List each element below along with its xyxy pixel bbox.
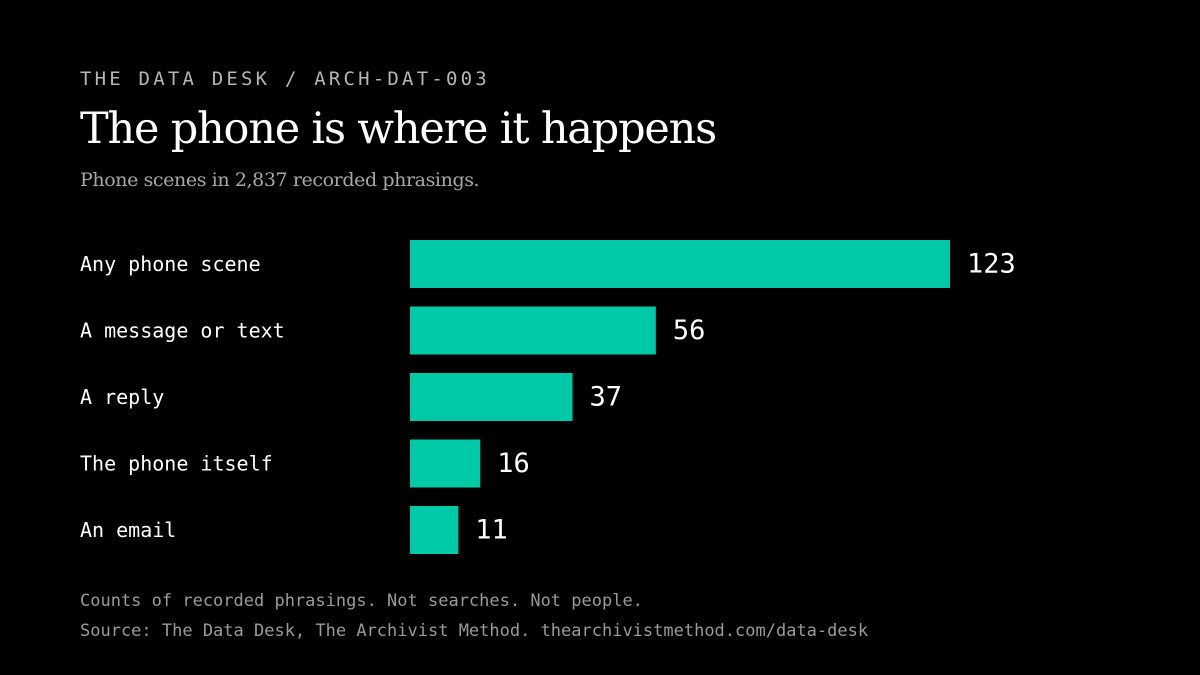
footer-note: Counts of recorded phrasings. Not search… [80, 591, 643, 611]
footer-source: Source: The Data Desk, The Archivist Met… [80, 621, 869, 641]
bar [410, 306, 656, 355]
chart-title: The phone is where it happens [80, 104, 717, 154]
category-label: A reply [80, 385, 164, 409]
category-label: Any phone scene [80, 252, 261, 276]
bar [410, 240, 950, 288]
category-label: An email [80, 518, 176, 542]
bar [410, 506, 459, 554]
chart-subtitle: Phone scenes in 2,837 recorded phrasings… [80, 169, 480, 191]
value-label: 123 [967, 249, 1016, 280]
value-label: 16 [497, 448, 530, 479]
value-label: 56 [673, 315, 706, 346]
value-label: 11 [475, 515, 508, 546]
bar [410, 373, 573, 421]
bar [410, 439, 481, 488]
kicker: THE DATA DESK / ARCH-DAT-003 [80, 68, 490, 90]
category-label: A message or text [80, 319, 285, 343]
category-label: The phone itself [80, 452, 273, 476]
value-label: 37 [589, 382, 622, 413]
